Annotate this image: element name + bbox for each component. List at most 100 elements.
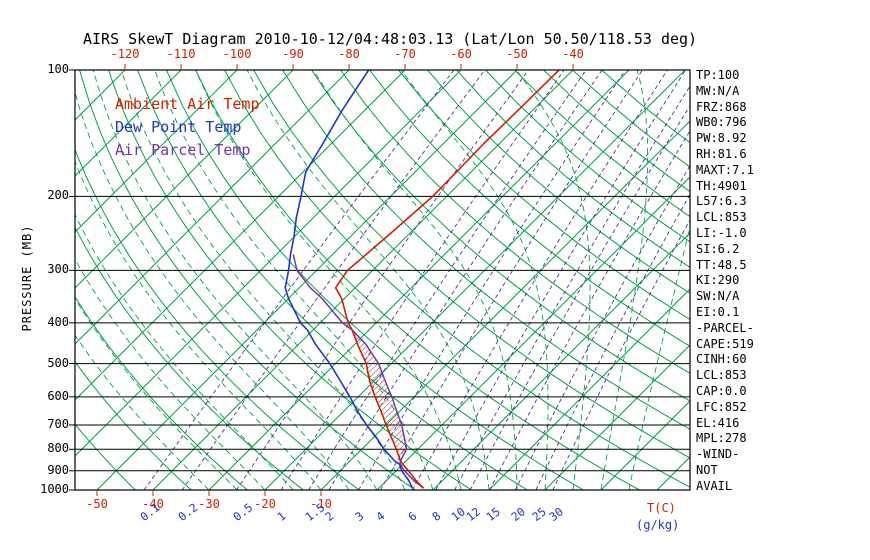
isotherm-line: [75, 70, 350, 345]
stats-line: FRZ:868: [696, 99, 747, 114]
top-temp-tick-label: -90: [282, 47, 304, 61]
mixing-ratio-line: [435, 70, 686, 490]
isotherm-line: [152, 70, 574, 490]
dry-adiabat-line: [75, 360, 192, 490]
page-title: AIRS SkewT Diagram 2010-10-12/04:48:03.1…: [83, 30, 698, 48]
stats-line: MPL:278: [696, 431, 747, 446]
stats-line: L57:6.3: [696, 194, 747, 209]
dry-adiabat-line: [166, 70, 584, 490]
moist-adiabat-line: [195, 70, 462, 490]
dry-adiabat-line: [75, 148, 360, 490]
isotherm-line: [75, 70, 182, 177]
dry-adiabat-line: [369, 70, 690, 347]
stats-line: LCL:853: [696, 210, 747, 225]
stats-line: EL:416: [696, 415, 740, 430]
dry-adiabat-line: [79, 70, 416, 490]
moist-adiabat-line: [516, 70, 591, 490]
isotherm-line: [75, 70, 462, 457]
isotherm-line: [75, 70, 238, 233]
top-temp-tick-label: -50: [506, 47, 528, 61]
ambient-air-temp-curve: [334, 70, 560, 489]
dry-adiabat-line: [253, 70, 690, 459]
top-temp-tick-label: -70: [394, 47, 416, 61]
pressure-tick-label: 800: [47, 441, 69, 456]
cape-area: [352, 330, 407, 461]
stats-line: AVAIL: [696, 478, 733, 493]
moist-adiabat-line: [600, 70, 649, 490]
dry-adiabat-line: [340, 70, 690, 374]
stats-line: NOT: [696, 462, 718, 477]
isotherm-line: [208, 70, 630, 490]
mixing-ratio-line: [328, 70, 603, 490]
mixing-ratio-line: [535, 193, 690, 490]
moist-adiabat-line: [75, 213, 294, 490]
pressure-tick-label: 600: [47, 388, 69, 403]
stats-panel: TP:100 MW:N/A FRZ:868 WB0:796 PW:8.92 RH:81.6…: [696, 68, 868, 495]
stats-line: MW:N/A: [696, 83, 740, 98]
top-temp-tick-label: -100: [222, 47, 252, 61]
mixing-ratio-line: [454, 85, 690, 490]
pressure-tick-label: 700: [47, 416, 69, 431]
plot-border: [74, 69, 691, 491]
stats-line: TT:48.5: [696, 257, 747, 272]
isotherm-line: [320, 120, 690, 490]
isotherm-line: [488, 288, 690, 490]
mixing-ratio-line: [514, 164, 690, 490]
temp-unit-label: T(C): [647, 501, 676, 515]
legend-item-dew-point-temp: Dew Point Temp: [115, 118, 242, 136]
dry-adiabat-line: [195, 70, 640, 490]
pressure-tick-label: 1000: [40, 482, 69, 496]
stats-line: SI:6.2: [696, 241, 740, 256]
top-temp-tick-label: -120: [110, 47, 140, 61]
stats-line: SW:N/A: [696, 289, 740, 304]
mixing-ratio-line: [181, 70, 486, 490]
mixing-ratio-line: [280, 70, 565, 490]
pressure-tick-label: 200: [47, 188, 69, 203]
dew-point-temp-curve: [284, 70, 414, 489]
top-temp-tick-label: -60: [450, 47, 472, 61]
moist-adiabat-line: [75, 90, 350, 490]
mixing-ratio-line: [489, 130, 690, 490]
dry-adiabat-line: [427, 70, 690, 294]
mixing-ratio-line: [236, 70, 529, 490]
stats-line: EI:0.1: [696, 304, 740, 319]
stats-line: MAXT:7.1: [696, 162, 754, 177]
pressure-tick-label: 500: [47, 355, 69, 370]
dry-adiabat-line: [75, 226, 304, 490]
moist-adiabat-line: [628, 225, 690, 490]
mixing-ratio-line: [143, 70, 455, 490]
bottom-temp-tick-label: -30: [198, 497, 220, 511]
dry-adiabat-line: [485, 70, 690, 243]
pressure-tick-label: 300: [47, 262, 69, 277]
isotherm-line: [432, 232, 690, 490]
legend-item-air-parcel-temp: Air Parcel Temp: [115, 141, 251, 159]
legend-item-ambient-air-temp: Ambient Air Temp: [115, 95, 260, 113]
stats-line: CAPE:519: [696, 336, 754, 351]
stats-line: TP:100: [696, 68, 740, 82]
bottom-temp-tick-label: -10: [310, 497, 332, 511]
moist-adiabat-line: [75, 334, 210, 490]
mixing-ratio-line: [358, 70, 626, 490]
bottom-temp-tick-label: -20: [254, 497, 276, 511]
isotherm-line: [264, 70, 686, 490]
bottom-temp-tick-label: -50: [86, 497, 108, 511]
stats-line: LCL:853: [696, 368, 747, 383]
pressure-tick-label: 100: [47, 62, 69, 76]
dry-adiabat-line: [224, 70, 690, 488]
dry-adiabat-line: [456, 70, 690, 268]
dry-adiabat-line: [311, 70, 690, 402]
mixing-ratio-line: [469, 104, 690, 490]
stats-line: KI:290: [696, 273, 740, 288]
dry-adiabat-line: [108, 70, 472, 490]
stats-line: LFC:852: [696, 399, 747, 414]
mixing-unit-label: (g/kg): [636, 518, 680, 532]
pressure-tick-label: 900: [47, 462, 69, 477]
stats-line: WB0:796: [696, 115, 747, 130]
moist-adiabat-line: [75, 297, 238, 490]
top-temp-tick-label: -40: [562, 47, 584, 61]
moist-adiabat-line: [92, 70, 378, 490]
stats-line: PW:8.92: [696, 131, 747, 146]
dry-adiabat-line: [398, 70, 690, 321]
